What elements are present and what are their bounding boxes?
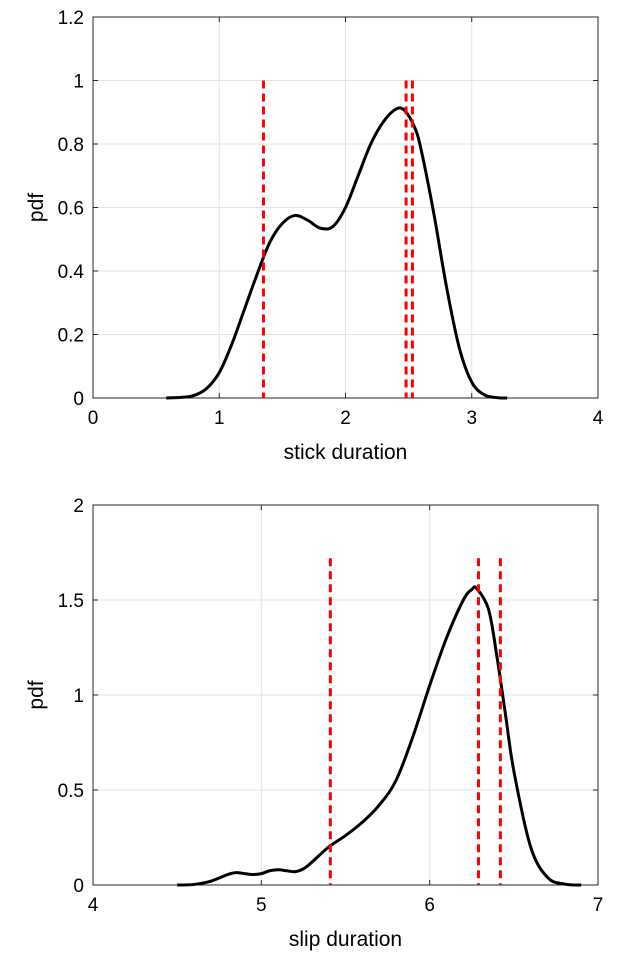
- x-tick-label: 4: [88, 895, 99, 916]
- slip-duration-chart: 4 5 6 7 0 0.5 1 1.5 2 slip duration pdf: [25, 496, 603, 951]
- y-axis-label: pdf: [25, 193, 48, 222]
- x-axis-label: slip duration: [289, 928, 402, 951]
- y-tick-label: 0.6: [58, 199, 84, 220]
- y-tick-label: 0.5: [58, 781, 84, 802]
- y-tick-label: 1.5: [58, 591, 84, 612]
- y-tick-label: 0.8: [58, 135, 84, 156]
- x-tick-label: 5: [256, 895, 267, 916]
- y-tick-label: 1: [73, 686, 84, 707]
- y-tick-label: 0.2: [58, 326, 84, 347]
- x-tick-label: 7: [593, 895, 604, 916]
- y-axis-label: pdf: [25, 680, 48, 709]
- grid: [92, 504, 599, 886]
- x-tick-label: 0: [88, 408, 99, 429]
- pdf-curve: [177, 585, 582, 887]
- stick-duration-chart: 0 1 2 3 4 0 0.2 0.4 0.6 0.8 1 1.2 stick duration pdf: [25, 8, 604, 464]
- x-tick-label: 1: [214, 408, 225, 429]
- x-tick-label: 2: [340, 408, 351, 429]
- y-tick-label: 2: [73, 496, 84, 517]
- y-tick-label: 0: [73, 389, 84, 410]
- x-tick-label: 4: [593, 408, 604, 429]
- y-tick-label: 1: [73, 72, 84, 93]
- y-tick-label: 0.4: [58, 262, 85, 283]
- x-axis-label: stick duration: [284, 441, 408, 464]
- y-tick-label: 1.2: [58, 8, 84, 29]
- y-tick-label: 0: [73, 876, 84, 897]
- x-tick-label: 6: [424, 895, 435, 916]
- pdf-curve: [166, 106, 508, 400]
- x-tick-label: 3: [466, 408, 477, 429]
